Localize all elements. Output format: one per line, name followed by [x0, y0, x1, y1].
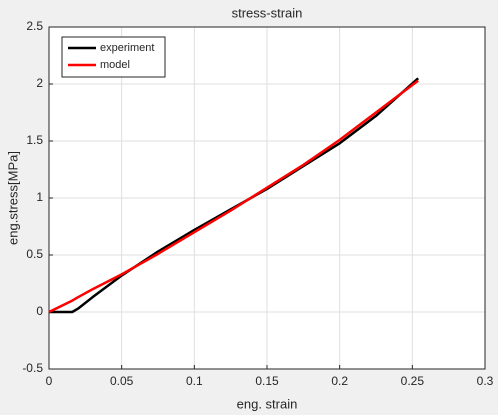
- data-line: [49, 77, 419, 314]
- x-tick-label: 0.2: [331, 374, 348, 388]
- y-tick-label: 2.5: [26, 19, 43, 33]
- x-tick-label: 0.15: [255, 374, 279, 388]
- data-line: [48, 79, 419, 314]
- y-axis-label: eng.stress[MPa]: [5, 151, 20, 245]
- x-tick-label: 0.1: [186, 374, 203, 388]
- legend-label: experiment: [100, 42, 154, 54]
- plot-border: [48, 26, 486, 370]
- x-tick-label: 0.3: [477, 374, 494, 388]
- y-tick-label: -0.5: [22, 361, 43, 375]
- y-tick-label: 0: [36, 304, 43, 318]
- legend: experiment model: [61, 36, 166, 78]
- chart-title: stress-strain: [232, 5, 303, 20]
- y-tick-label: 1.5: [26, 133, 43, 147]
- x-axis-label: eng. strain: [237, 396, 298, 411]
- y-tick-label: 2: [36, 76, 43, 90]
- x-tick-label: 0.25: [401, 374, 425, 388]
- x-tick-label: 0.05: [110, 374, 134, 388]
- x-tick-label: 0: [46, 374, 53, 388]
- legend-label: model: [100, 59, 130, 71]
- legend-box: [61, 36, 166, 78]
- y-tick-label: 0.5: [26, 247, 43, 261]
- y-tick-label: 1: [36, 190, 43, 204]
